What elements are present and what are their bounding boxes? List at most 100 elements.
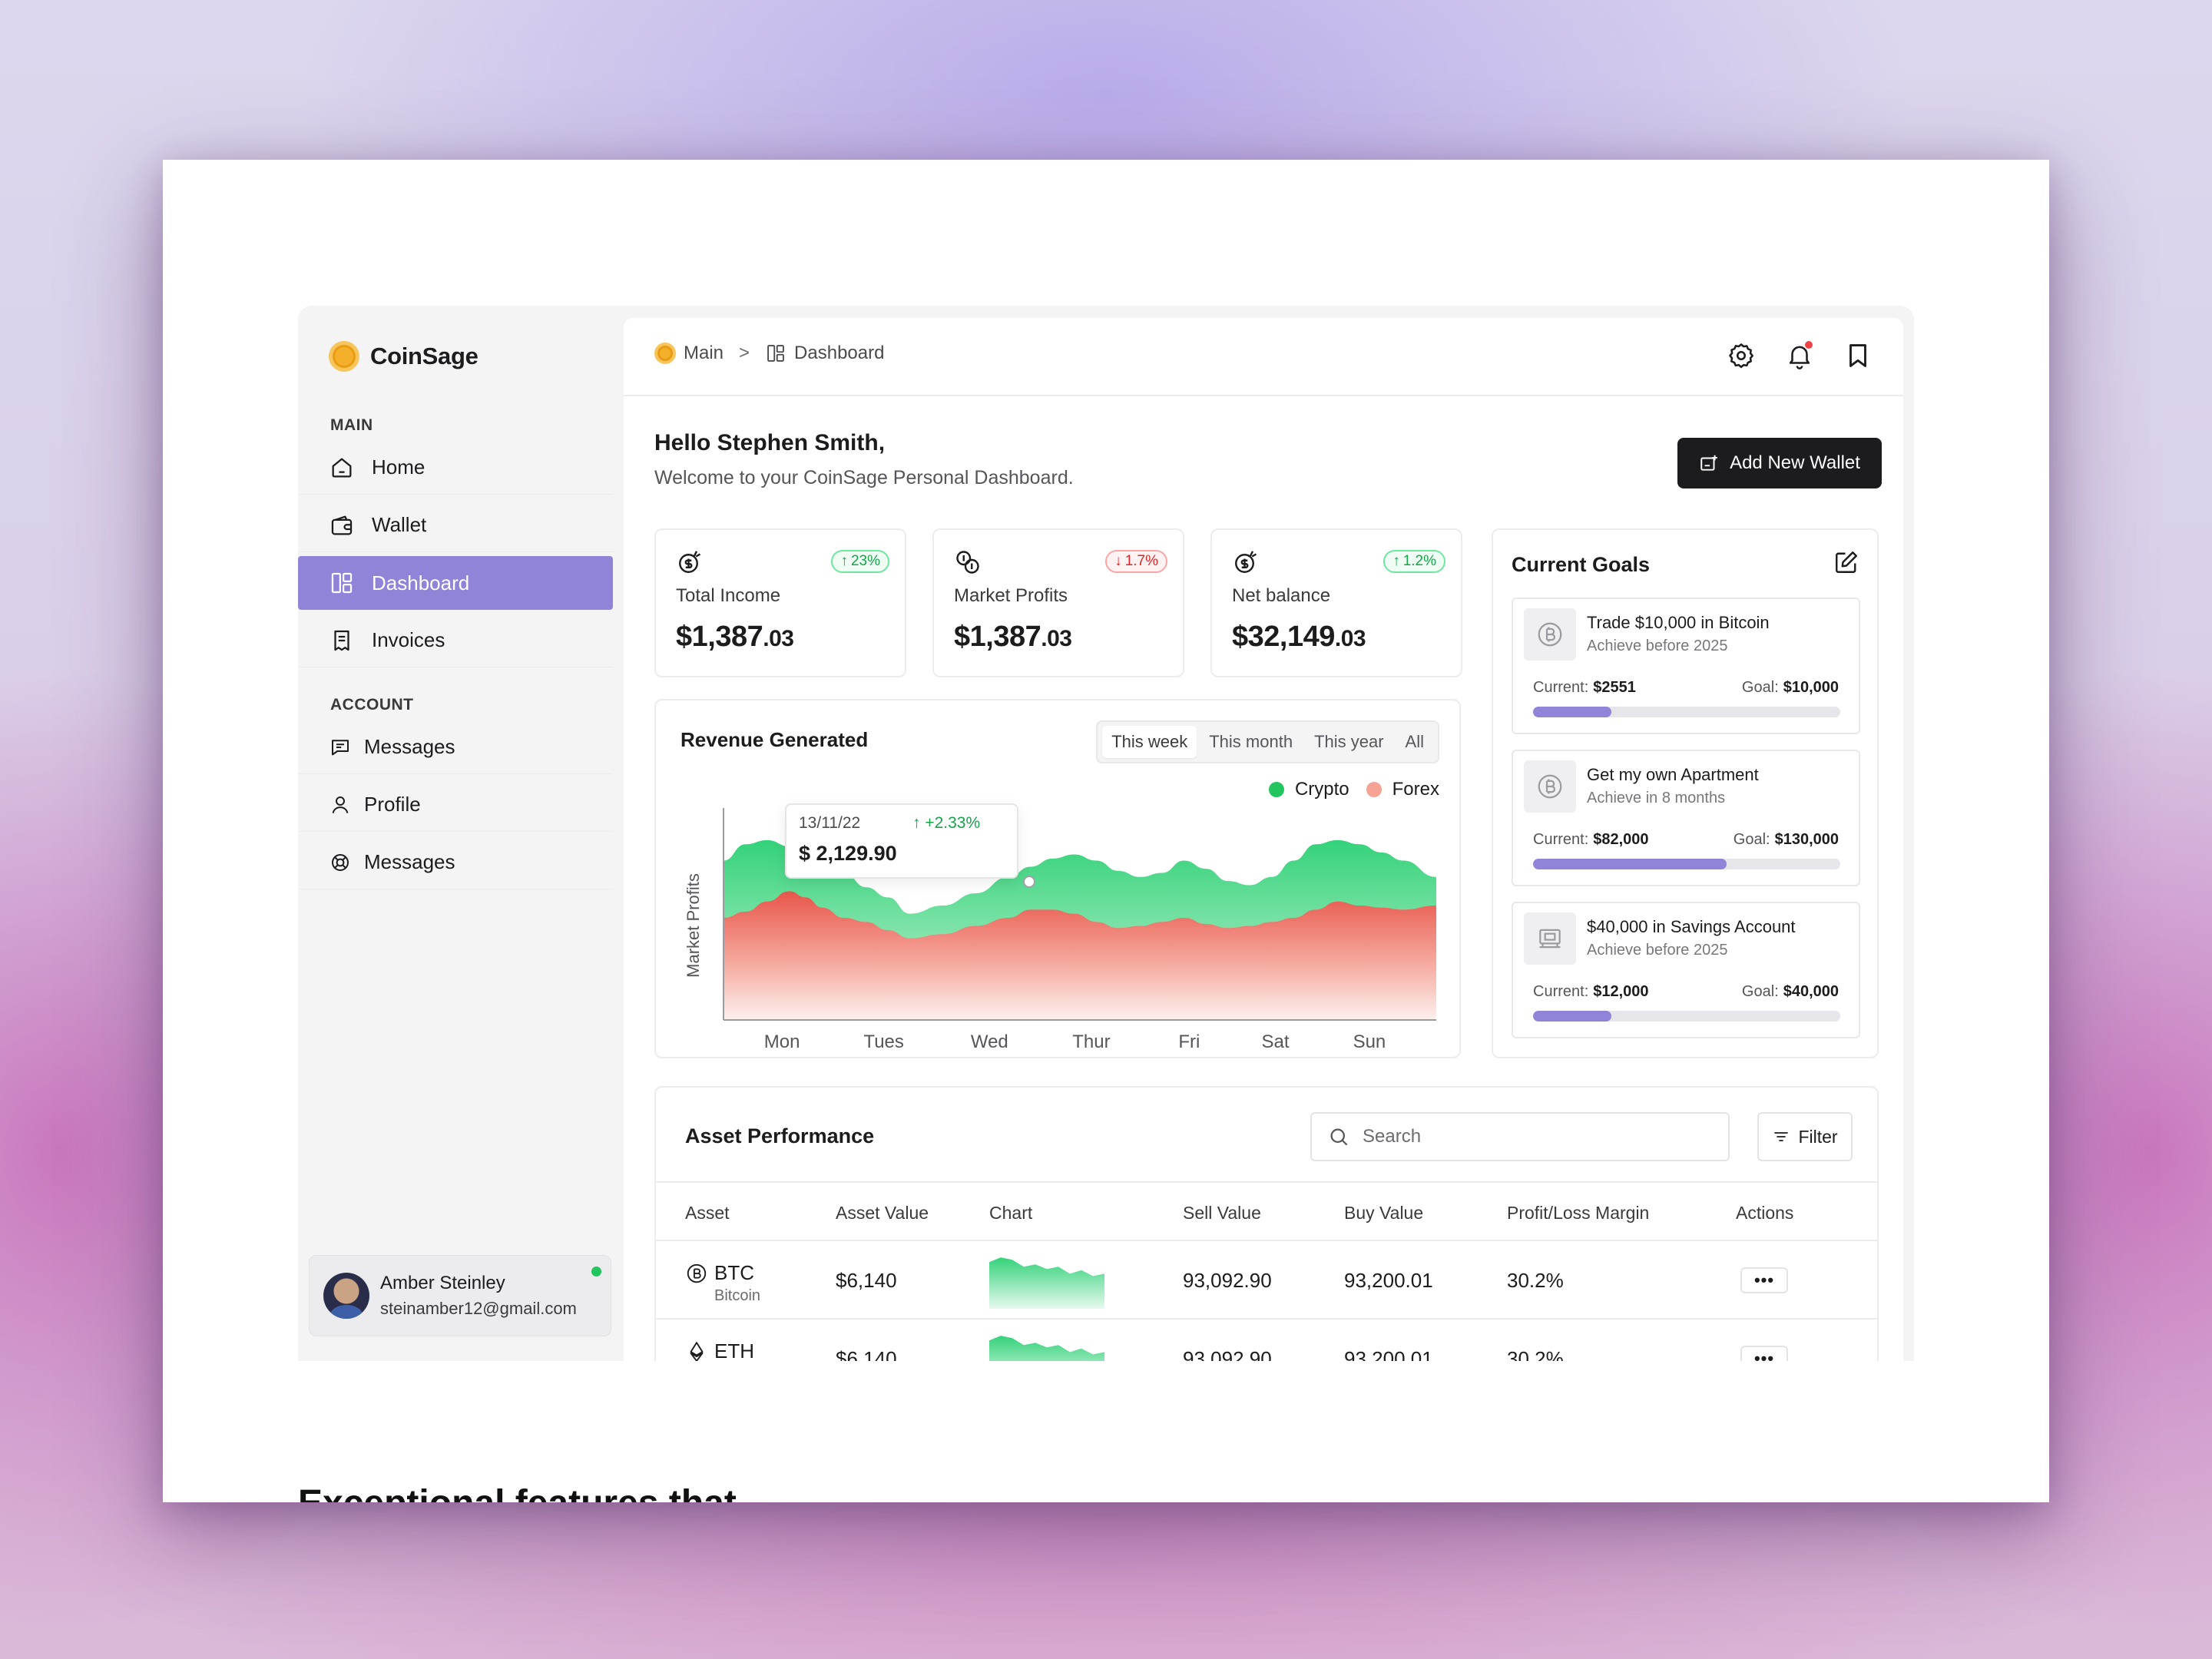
- goal-item[interactable]: $40,000 in Savings Account Achieve befor…: [1512, 902, 1860, 1038]
- legend-label-crypto: Crypto: [1294, 779, 1349, 800]
- sparkline-area: [989, 1336, 1104, 1361]
- search-icon: [1330, 1128, 1348, 1146]
- goal-current-value: $12,000: [1593, 983, 1649, 1000]
- tooltip-change-value: +2.33%: [925, 814, 981, 832]
- stat-label: Net balance: [1232, 585, 1331, 606]
- sidebar-item-label: Wallet: [372, 513, 427, 536]
- filter-button[interactable]: Filter: [1757, 1112, 1853, 1161]
- stat-value: $1,387.03: [676, 621, 794, 654]
- goal-current-value: $82,000: [1593, 831, 1649, 848]
- legend-swatch-crypto: [1268, 782, 1284, 797]
- stat-card-total-income[interactable]: ↑ 23% Total Income $1,387.03: [654, 528, 906, 677]
- goal-item[interactable]: Trade $10,000 in Bitcoin Achieve before …: [1512, 598, 1860, 734]
- goal-title: Trade $10,000 in Bitcoin: [1587, 613, 1770, 632]
- goal-progress-fill: [1533, 859, 1727, 869]
- column-header-sell-value[interactable]: Sell Value: [1183, 1203, 1261, 1223]
- asset-value: $6,140: [836, 1269, 897, 1292]
- add-wallet-button[interactable]: Add New Wallet: [1677, 438, 1882, 488]
- edit-icon[interactable]: [1833, 548, 1860, 576]
- settings-icon: [1729, 343, 1753, 369]
- sidebar-item-label: Invoices: [372, 628, 445, 651]
- goal-item[interactable]: Get my own Apartment Achieve in 8 months…: [1512, 750, 1860, 886]
- sidebar-item-wallet[interactable]: Wallet: [298, 498, 613, 552]
- tab-this-year[interactable]: This year: [1314, 732, 1384, 751]
- sidebar-item-home[interactable]: Home: [298, 441, 613, 495]
- goal-icon-box: [1524, 912, 1576, 965]
- goal-progress-track: [1533, 1011, 1840, 1022]
- column-header-actions: Actions: [1736, 1203, 1794, 1223]
- notifications-button[interactable]: [1785, 341, 1814, 370]
- tooltip-value: $ 2,129.90: [799, 842, 897, 865]
- x-tick-label: Sat: [1262, 1031, 1290, 1052]
- change-badge: ↓ 1.7%: [1105, 550, 1167, 573]
- column-header-chart: Chart: [989, 1203, 1033, 1223]
- tooltip-change: ↑ +2.33%: [912, 814, 980, 833]
- filter-label: Filter: [1798, 1126, 1838, 1147]
- table-header: Asset Asset Value Chart Sell Value Buy V…: [656, 1181, 1877, 1241]
- sidebar-item-invoices[interactable]: Invoices: [298, 614, 613, 667]
- sidebar-item-dashboard[interactable]: Dashboard: [298, 556, 613, 610]
- tab-this-week[interactable]: This week: [1102, 726, 1197, 758]
- change-value: 1.7%: [1124, 553, 1158, 569]
- more-actions-button[interactable]: •••: [1740, 1346, 1788, 1361]
- goal-subtitle: Achieve before 2025: [1587, 637, 1728, 654]
- stat-value-main: $1,387: [954, 621, 1041, 653]
- sidebar-item-profile[interactable]: Profile: [298, 778, 613, 832]
- home-icon: [332, 458, 352, 477]
- change-badge: ↑ 23%: [831, 550, 889, 573]
- breadcrumb-root[interactable]: Main: [684, 343, 724, 363]
- bank-icon: [1539, 929, 1561, 949]
- search-box[interactable]: [1310, 1112, 1730, 1161]
- goal-icon-box: [1524, 608, 1576, 661]
- bookmark-button[interactable]: [1843, 341, 1873, 370]
- dashboard-icon: [331, 572, 353, 594]
- column-header-asset[interactable]: Asset: [685, 1203, 730, 1223]
- goal-target: Goal: $10,000: [1742, 679, 1839, 697]
- online-status-dot: [591, 1267, 601, 1277]
- asset-cell: BTC: [685, 1261, 754, 1285]
- sidebar-item-support[interactable]: Messages: [298, 836, 613, 889]
- more-actions-button[interactable]: •••: [1740, 1267, 1788, 1293]
- column-header-buy-value[interactable]: Buy Value: [1344, 1203, 1424, 1223]
- section-label-main: MAIN: [330, 416, 373, 434]
- stat-value-cents: .03: [1334, 626, 1366, 651]
- y-axis-label: Market Profits: [684, 873, 703, 978]
- sidebar-item-label: Home: [372, 455, 426, 478]
- ethereum-icon: [690, 1341, 704, 1361]
- sidebar-item-label: Messages: [364, 735, 455, 758]
- add-wallet-label: Add New Wallet: [1730, 452, 1860, 473]
- search-input[interactable]: [1363, 1126, 1716, 1147]
- main-panel: Main > Dashboard Hello Stephen Smith, We…: [624, 318, 1903, 1361]
- tab-all[interactable]: All: [1405, 732, 1424, 751]
- coin-logo-icon: [329, 341, 359, 372]
- support-icon: [332, 853, 349, 871]
- table-row[interactable]: ETH $6,140 93,092.90 93,200.01 30.2% •••: [656, 1320, 1877, 1361]
- coins-icon: [956, 551, 979, 574]
- arrow-down-icon: ↓: [1114, 553, 1122, 569]
- chart-tooltip: 13/11/22 ↑ +2.33% $ 2,129.90: [785, 803, 1018, 879]
- settings-button[interactable]: [1727, 341, 1756, 370]
- change-value: 23%: [850, 553, 880, 569]
- brand-name: CoinSage: [370, 343, 478, 369]
- column-header-asset-value[interactable]: Asset Value: [836, 1203, 929, 1223]
- goal-progress-track: [1533, 707, 1840, 717]
- revenue-title: Revenue Generated: [680, 728, 869, 751]
- table-row[interactable]: BTC Bitcoin $6,140 93,092.90 93,200.01 3…: [656, 1241, 1877, 1320]
- sidebar-item-messages[interactable]: Messages: [298, 720, 613, 774]
- asset-value: $6,140: [836, 1347, 897, 1361]
- stat-value-main: $32,149: [1232, 621, 1335, 653]
- goal-subtitle: Achieve before 2025: [1587, 942, 1728, 959]
- sidebar: CoinSage MAIN Home Wallet Dashboard Invo…: [298, 306, 624, 1361]
- bell-icon: [1789, 346, 1810, 369]
- sidebar-item-label: Dashboard: [372, 571, 470, 594]
- stat-card-market-profits[interactable]: ↓ 1.7% Market Profits $1,387.03: [932, 528, 1184, 677]
- user-card[interactable]: Amber Steinley steinamber12@gmail.com: [309, 1255, 611, 1336]
- brand[interactable]: CoinSage: [329, 341, 478, 372]
- stat-card-net-balance[interactable]: ↑ 1.2% Net balance $32,149.03: [1210, 528, 1462, 677]
- asset-performance-card: Asset Performance Filter Asset Asset Val…: [654, 1086, 1879, 1361]
- avatar: [323, 1273, 369, 1319]
- tab-this-month[interactable]: This month: [1209, 732, 1293, 751]
- column-header-margin[interactable]: Profit/Loss Margin: [1507, 1203, 1650, 1223]
- legend-label-forex: Forex: [1392, 779, 1439, 800]
- header-actions: [1727, 341, 1873, 370]
